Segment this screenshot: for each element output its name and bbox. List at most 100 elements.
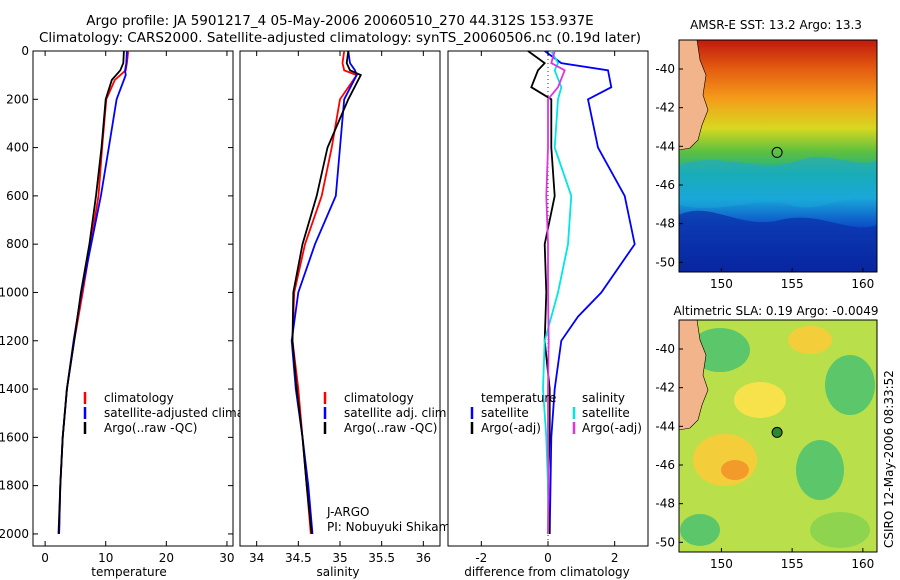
depth-y-ticks: 0 200 400 600 800 1000 1200 1400 1600 1800 2000 xyxy=(0,44,233,541)
lat-tick-label: -46 xyxy=(655,178,675,192)
lat-tick-label: -40 xyxy=(655,342,675,356)
lat-tick-label: -46 xyxy=(655,458,675,472)
sla-high-anomaly xyxy=(788,326,832,354)
difference-series xyxy=(527,50,636,534)
lon-tick-label: 150 xyxy=(710,557,733,571)
lat-tick-label: -48 xyxy=(655,497,675,511)
y-tick-label: 1800 xyxy=(0,479,29,493)
sst-map-frame xyxy=(678,39,878,273)
lat-tick-label: -44 xyxy=(655,419,675,433)
lon-tick-label: 155 xyxy=(781,277,804,291)
figure-title-line1: Argo profile: JA 5901217_4 05-May-2006 2… xyxy=(86,13,593,29)
y-tick-label: 200 xyxy=(6,92,29,106)
legend-climatology-label: climatology xyxy=(344,391,414,405)
tasmania-coast-sla xyxy=(679,320,709,431)
lat-tick-label: -42 xyxy=(655,101,675,115)
lon-tick-label: 155 xyxy=(781,557,804,571)
y-tick-label: 2000 xyxy=(0,527,29,541)
lat-tick-label: -48 xyxy=(655,217,675,231)
difference-x-label: difference from climatology xyxy=(464,565,630,579)
sla-low-anomaly xyxy=(825,355,875,415)
sst-eddy-cool xyxy=(679,157,877,208)
sla-map-lat-ticks: -40 -42 -44 -46 -48 -50 xyxy=(655,342,683,549)
sst-map-panel: AMSR-E SST: 13.2 Argo: 13.3 150 155 160 -4… xyxy=(655,18,878,291)
legend-sal-argo-label: Argo(-adj) xyxy=(582,421,642,435)
jargo-annotation: J-ARGO xyxy=(326,505,369,519)
x-tick-label: 2 xyxy=(611,551,619,565)
x-tick-label: -2 xyxy=(475,551,487,565)
x-tick-label: 35 xyxy=(332,551,347,565)
x-tick-label: 34.5 xyxy=(285,551,312,565)
temperature-panel: 0 10 20 30 0 200 400 600 800 1000 1200 1400 1600 180… xyxy=(0,44,282,579)
legend-sal-satellite-label: satellite xyxy=(582,406,630,420)
x-tick-label: 35.5 xyxy=(368,551,395,565)
sst-map-lat-ticks: -40 -42 -44 -46 -48 -50 xyxy=(655,62,683,269)
argo-float-location-marker xyxy=(771,426,783,438)
temperature-x-ticks: 0 10 20 30 xyxy=(41,51,235,565)
sla-map-title: Altimetric SLA: 0.19 Argo: -0.0049 xyxy=(673,304,878,318)
sla-map-lon-ticks: 150 155 160 xyxy=(710,548,874,571)
argo-float-location-marker xyxy=(771,146,783,158)
sst-map-title: AMSR-E SST: 13.2 Argo: 13.3 xyxy=(690,18,862,32)
lon-tick-label: 160 xyxy=(851,277,874,291)
y-tick-label: 600 xyxy=(6,189,29,203)
x-tick-label: 0 xyxy=(544,551,552,565)
temperature-x-label: temperature xyxy=(91,565,166,579)
sla-map-panel: Altimetric SLA: 0.19 Argo: -0.0049 150 15… xyxy=(655,304,878,571)
legend-satellite-label: satellite-adjusted climatology xyxy=(104,406,282,420)
legend-temp-satellite-label: satellite xyxy=(481,406,529,420)
salinity-legend: climatology satellite adj. clim. Argo(..… xyxy=(323,391,450,435)
sla-low-anomaly xyxy=(680,514,720,546)
figure-title-line2: Climatology: CARS2000. Satellite-adjuste… xyxy=(39,30,641,46)
legend-temperature-header: temperature xyxy=(481,391,556,405)
y-tick-label: 1400 xyxy=(0,382,29,396)
series-line-3 xyxy=(291,50,363,534)
csiro-timestamp-stamp: CSIRO 12-May-2006 08:33:52 xyxy=(882,370,896,548)
x-tick-label: 0 xyxy=(41,551,49,565)
temperature-legend: climatology satellite-adjusted climatolo… xyxy=(83,391,282,435)
temperature-axes-box xyxy=(32,50,234,547)
difference-legend: temperature satellite Argo(-adj) salinit… xyxy=(470,391,642,435)
y-tick-label: 400 xyxy=(6,141,29,155)
tasmania-coast-sst xyxy=(679,40,709,151)
difference-panel: -2 0 2 difference from climatology tempera… xyxy=(447,50,649,579)
sst-map-lon-ticks: 150 155 160 xyxy=(710,268,874,291)
y-tick-label: 0 xyxy=(21,44,29,58)
lat-tick-label: -44 xyxy=(655,139,675,153)
lat-tick-label: -40 xyxy=(655,62,675,76)
sla-low-anomaly xyxy=(796,440,844,500)
series-line-3 xyxy=(57,50,125,534)
lat-tick-label: -50 xyxy=(655,535,675,549)
salinity-series xyxy=(290,50,363,534)
legend-satellite-label: satellite adj. clim. xyxy=(344,406,450,420)
y-tick-label: 1000 xyxy=(0,285,29,299)
x-tick-label: 36 xyxy=(416,551,431,565)
x-tick-label: 34 xyxy=(249,551,264,565)
pi-annotation: PI: Nobuyuki Shikama xyxy=(327,520,458,534)
y-tick-label: 800 xyxy=(6,237,29,251)
series-line-2 xyxy=(527,50,556,534)
salinity-x-label: salinity xyxy=(316,565,359,579)
lat-tick-label: -50 xyxy=(655,255,675,269)
y-tick-label: 1600 xyxy=(0,430,29,444)
sst-southern-cold-water xyxy=(679,210,877,272)
legend-argo-label: Argo(..raw -QC) xyxy=(344,421,437,435)
sla-high-anomaly xyxy=(693,434,757,486)
sla-map-frame xyxy=(678,319,878,553)
series-line-3 xyxy=(542,50,573,534)
series-line-4 xyxy=(545,50,566,534)
lat-tick-label: -42 xyxy=(655,381,675,395)
legend-climatology-label: climatology xyxy=(104,391,174,405)
salinity-x-ticks: 34 34.5 35 35.5 36 xyxy=(249,51,431,565)
legend-temp-argo-label: Argo(-adj) xyxy=(481,421,541,435)
lon-tick-label: 160 xyxy=(851,557,874,571)
sla-high-anomaly xyxy=(734,382,786,418)
salinity-panel: 34 34.5 35 35.5 36 salinity climatology sate… xyxy=(239,50,458,579)
y-tick-label: 1200 xyxy=(0,334,29,348)
legend-argo-label: Argo(..raw -QC) xyxy=(104,421,197,435)
legend-salinity-header: salinity xyxy=(582,391,625,405)
x-tick-label: 20 xyxy=(159,551,174,565)
series-line-1 xyxy=(544,50,636,534)
sla-peak-anomaly xyxy=(721,460,749,480)
